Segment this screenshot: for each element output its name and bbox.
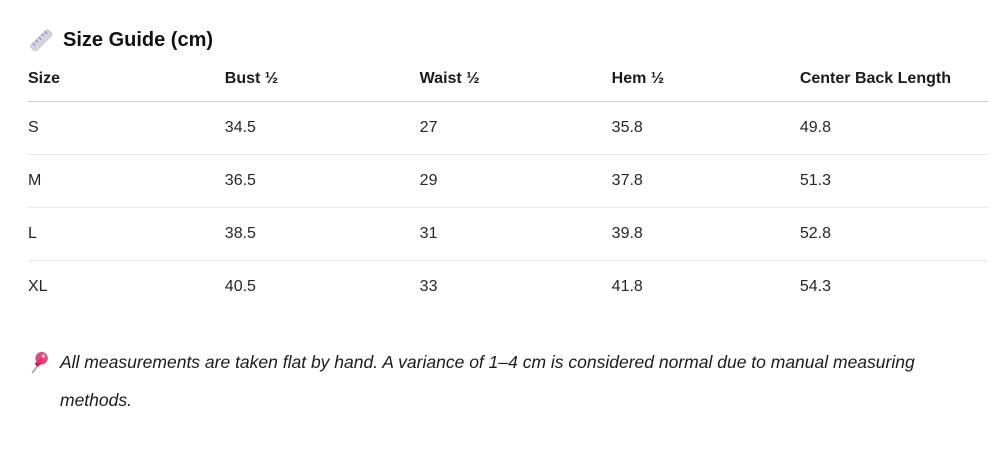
measurement-note: All measurements are taken flat by hand.…	[28, 343, 953, 419]
column-header-hem: Hem ½	[611, 58, 800, 102]
waist-cell: 33	[419, 278, 438, 295]
hem-cell: 39.8	[611, 207, 800, 261]
center-back-length-cell: 52.8	[799, 207, 988, 261]
center-back-length-cell: 49.8	[799, 101, 988, 155]
bust-cell: 38.5	[224, 207, 420, 261]
table-row-xl: XL 40.5 33 41.8 54.3	[28, 261, 988, 314]
column-header-center-back-length: Center Back Length	[799, 58, 988, 102]
table-row-l: L 38.5 31 39.8 52.8	[28, 207, 988, 261]
column-header-waist: Waist ½	[419, 58, 612, 102]
waist-cell: 31	[419, 207, 612, 261]
bust-cell: 34.5	[224, 101, 420, 155]
waist-cell: 29	[419, 154, 612, 208]
table-header-row: Size Bust ½ Waist ½ Hem ½ Center Back Le…	[28, 58, 988, 102]
size-cell: XL	[28, 278, 48, 295]
section-title: Size Guide (cm)	[28, 26, 988, 54]
section-title-text: Size Guide (cm)	[63, 29, 214, 51]
waist-cell: 27	[419, 101, 612, 155]
measurement-note-text: All measurements are taken flat by hand.…	[60, 352, 915, 410]
size-guide-section: Size Guide (cm) Size Bust ½ Waist ½ Hem …	[28, 26, 988, 419]
center-back-length-cell: 51.3	[799, 154, 988, 208]
size-cell: M	[28, 154, 225, 208]
pushpin-icon	[28, 350, 49, 381]
hem-cell: 41.8	[611, 278, 643, 295]
size-cell: L	[28, 207, 225, 261]
bust-cell: 36.5	[224, 154, 420, 208]
column-header-bust: Bust ½	[224, 58, 420, 102]
ruler-icon	[28, 27, 54, 53]
size-cell: S	[28, 101, 225, 155]
table-row-s: S 34.5 27 35.8 49.8	[28, 101, 988, 155]
bust-cell: 40.5	[224, 278, 256, 295]
column-header-size: Size	[28, 58, 225, 102]
hem-cell: 37.8	[611, 154, 800, 208]
table-row-m: M 36.5 29 37.8 51.3	[28, 154, 988, 208]
hem-cell: 35.8	[611, 101, 800, 155]
center-back-length-cell: 54.3	[799, 278, 831, 295]
size-guide-table: Size Bust ½ Waist ½ Hem ½ Center Back Le…	[28, 58, 988, 313]
